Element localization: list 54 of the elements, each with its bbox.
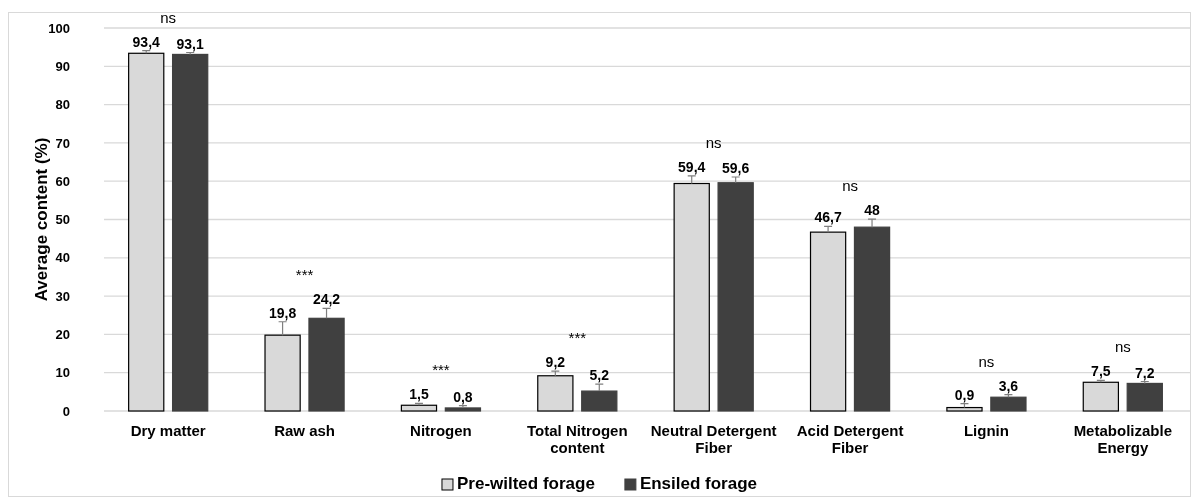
data-label: 59,6 [722, 159, 750, 176]
bar [444, 407, 482, 412]
annotation: ns [1114, 338, 1131, 356]
legend-label: Ensiled forage [639, 474, 758, 493]
annotation: *** [295, 266, 314, 284]
x-tick-label: Metabolizable Energy [1073, 422, 1172, 456]
x-tick-label: Dry matter [130, 422, 206, 439]
bar [581, 390, 618, 412]
data-label: 7,5 [1091, 363, 1111, 380]
y-tick-label: 10 [55, 365, 70, 381]
text: ns [160, 8, 177, 26]
y-tick-label: 40 [55, 250, 70, 266]
data-label: 24,2 [312, 291, 341, 308]
bar [990, 396, 1027, 412]
annotation: *** [568, 329, 587, 347]
y-tick-label: 20 [55, 327, 70, 343]
data-label: 5,2 [589, 367, 610, 384]
y-tick-label: 70 [55, 135, 70, 151]
data-label: 48 [864, 202, 881, 219]
data-label: 19,8 [268, 304, 297, 321]
bar [717, 182, 754, 412]
y-tick-label: 60 [55, 173, 70, 189]
bar [1126, 382, 1163, 412]
data-label: 0,9 [954, 386, 975, 403]
annotation: ns [705, 133, 722, 151]
y-tick-label: 80 [55, 97, 70, 113]
y-axis-title: Average content (%) [32, 137, 51, 302]
x-tick-label: Lignin [963, 422, 1009, 439]
data-label: 93,4 [132, 33, 161, 50]
annotation: ns [842, 177, 858, 195]
bar [308, 317, 345, 412]
data-label: 7,2 [1135, 364, 1155, 381]
data-label: 9,2 [545, 354, 566, 371]
data-label: 0,8 [453, 388, 473, 405]
data-label: 46,7 [814, 209, 842, 226]
y-tick-label: 30 [55, 288, 70, 304]
x-tick-label: Nitrogen [410, 422, 472, 439]
legend-label: Pre-wilted forage [456, 474, 595, 493]
data-label: 93,1 [176, 35, 204, 52]
annotation: *** [432, 361, 450, 379]
y-tick-label: 100 [48, 20, 70, 36]
x-tick-label: Acid Detergent Fiber [796, 422, 904, 456]
annotation: ns [978, 352, 995, 370]
y-tick-label: 90 [55, 58, 70, 74]
data-label: 59,4 [678, 158, 706, 175]
bar [171, 53, 209, 412]
data-label: 1,5 [409, 386, 429, 403]
bar [853, 226, 891, 412]
x-tick-label: Raw ash [274, 422, 335, 439]
y-tick-label: 50 [55, 212, 70, 228]
data-label: 3,6 [998, 377, 1019, 394]
x-tick-label: Neutral Detergent Fiber [650, 422, 777, 456]
x-tick-label: Total Nitrogen content [527, 422, 628, 456]
y-tick-label: 0 [62, 403, 70, 419]
